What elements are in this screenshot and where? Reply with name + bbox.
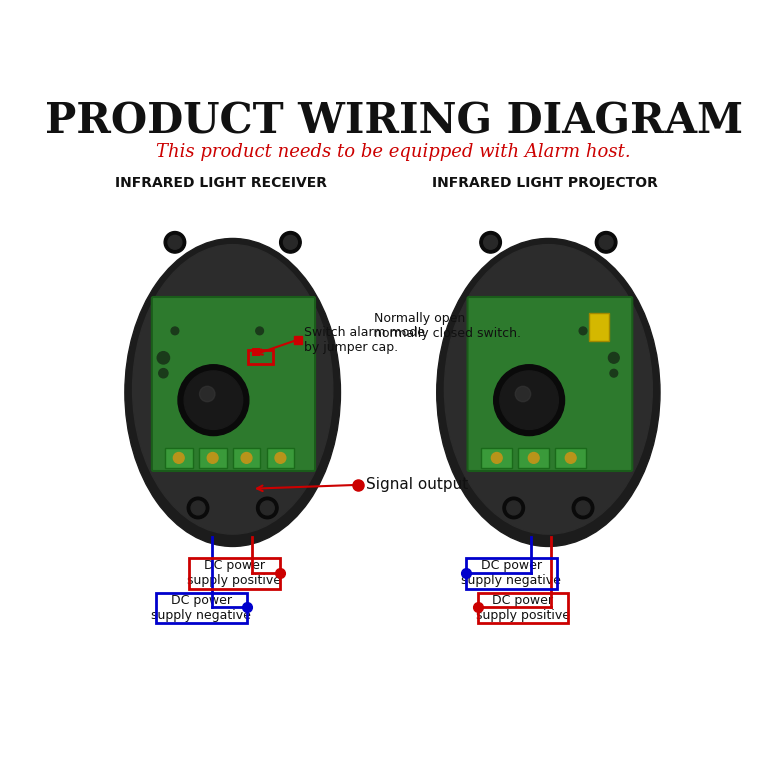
Text: Switch alarm mode
by jumper cap.: Switch alarm mode by jumper cap. (304, 326, 425, 354)
Bar (589, 313, 609, 341)
Circle shape (257, 497, 278, 518)
Circle shape (187, 497, 209, 518)
Circle shape (174, 452, 184, 463)
Bar (518, 448, 549, 468)
Circle shape (507, 501, 521, 515)
Circle shape (241, 452, 252, 463)
Bar (266, 448, 294, 468)
Circle shape (184, 371, 243, 429)
Circle shape (565, 452, 576, 463)
Bar (252, 348, 260, 356)
Circle shape (492, 452, 502, 463)
Bar (466, 558, 557, 589)
Bar (555, 448, 586, 468)
Text: INFRARED LIGHT RECEIVER: INFRARED LIGHT RECEIVER (115, 176, 327, 190)
Text: DC power
supply positive: DC power supply positive (187, 559, 281, 588)
Circle shape (178, 365, 249, 435)
Circle shape (164, 231, 186, 253)
Ellipse shape (125, 238, 340, 547)
Circle shape (207, 452, 218, 463)
Bar (233, 448, 260, 468)
Ellipse shape (445, 245, 652, 534)
Circle shape (275, 452, 286, 463)
Text: This product needs to be equipped with Alarm host.: This product needs to be equipped with A… (156, 143, 631, 161)
Ellipse shape (437, 238, 660, 547)
Text: DC power
supply negative: DC power supply negative (462, 559, 561, 588)
Circle shape (280, 231, 301, 253)
Text: INFRARED LIGHT PROJECTOR: INFRARED LIGHT PROJECTOR (432, 176, 657, 190)
FancyBboxPatch shape (152, 297, 315, 471)
Circle shape (494, 365, 564, 435)
Circle shape (579, 327, 587, 335)
Circle shape (528, 452, 539, 463)
Circle shape (576, 501, 590, 515)
Bar (199, 448, 227, 468)
Circle shape (599, 235, 613, 250)
Bar (248, 350, 273, 364)
Circle shape (595, 231, 617, 253)
Circle shape (610, 369, 617, 377)
Text: Normally open
normally closed switch.: Normally open normally closed switch. (373, 312, 521, 339)
Text: PRODUCT WIRING DIAGRAM: PRODUCT WIRING DIAGRAM (45, 101, 743, 142)
Circle shape (200, 386, 215, 402)
Text: DC power
supply positive: DC power supply positive (476, 594, 570, 622)
Circle shape (480, 231, 502, 253)
Circle shape (283, 235, 297, 250)
Circle shape (572, 497, 594, 518)
Circle shape (168, 235, 182, 250)
Circle shape (484, 235, 498, 250)
Circle shape (191, 501, 205, 515)
Circle shape (260, 501, 274, 515)
Circle shape (608, 353, 619, 363)
FancyBboxPatch shape (468, 297, 632, 471)
Circle shape (256, 327, 263, 335)
Bar (482, 448, 512, 468)
Circle shape (503, 497, 525, 518)
Bar (156, 593, 247, 624)
Circle shape (500, 371, 558, 429)
Circle shape (515, 386, 531, 402)
Circle shape (159, 369, 168, 378)
Bar (189, 558, 280, 589)
Bar (165, 448, 193, 468)
Circle shape (171, 327, 179, 335)
Text: Signal output: Signal output (366, 478, 468, 492)
Circle shape (157, 352, 170, 364)
Text: DC power
supply negative: DC power supply negative (151, 594, 251, 622)
Bar (478, 593, 568, 624)
Ellipse shape (133, 245, 333, 534)
